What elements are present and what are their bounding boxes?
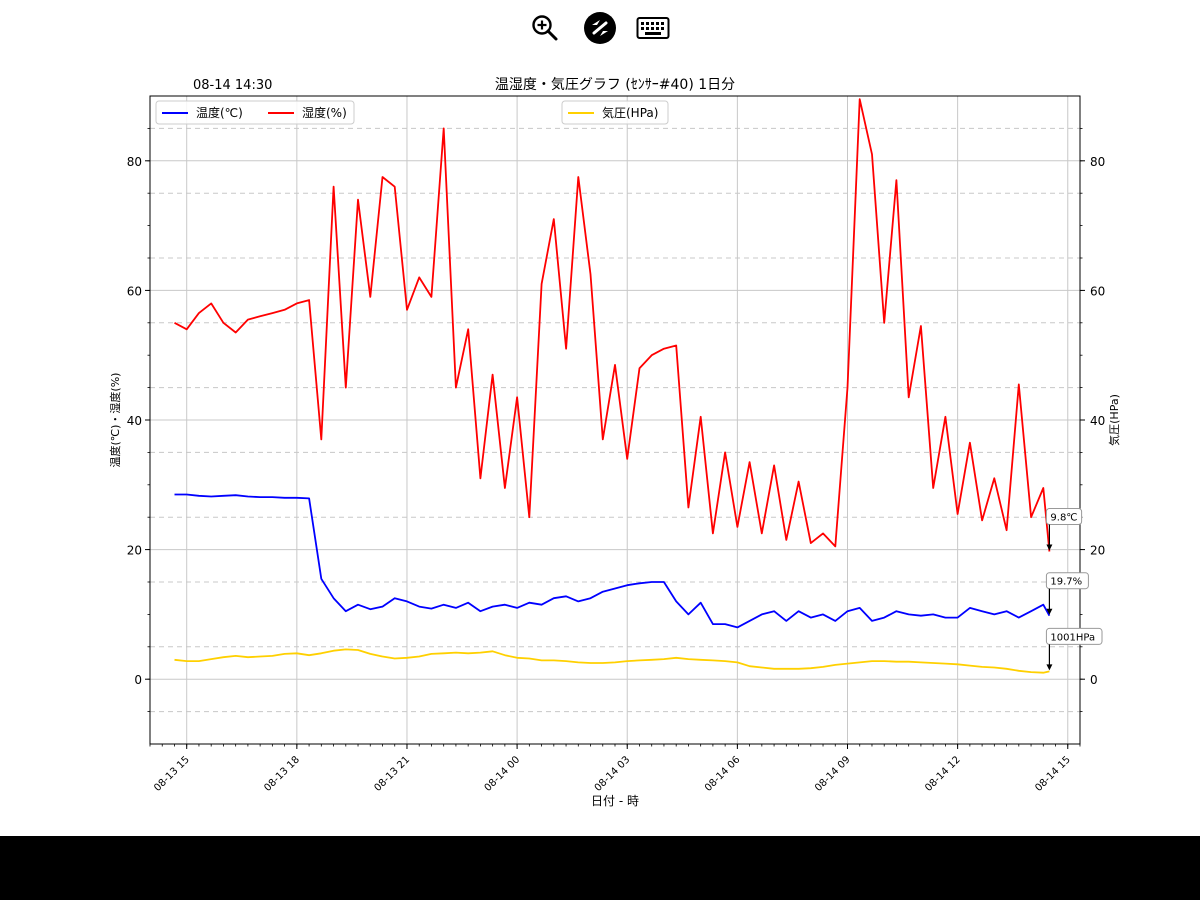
legend-label-humidity: 湿度(%) — [302, 105, 347, 120]
keyboard-button[interactable] — [635, 10, 671, 46]
temperature-line — [174, 493, 1051, 629]
y-tick-label-right: 0 — [1090, 673, 1098, 687]
annotation-arrow-head — [1046, 664, 1053, 671]
keyboard-icon — [636, 17, 670, 39]
x-tick-label: 08-13 15 — [152, 754, 192, 794]
viewer-toolbar — [0, 0, 1200, 60]
y-tick-label-left: 60 — [127, 284, 142, 298]
x-tick-label: 08-13 21 — [373, 754, 413, 794]
bottom-bar — [0, 836, 1200, 900]
plot-frame — [149, 95, 1081, 745]
annotation-arrow-head — [1046, 608, 1053, 615]
y-tick-label-left: 0 — [134, 673, 142, 687]
y-axis-label-left: 温度(℃)・湿度(%) — [108, 373, 122, 468]
legend-right-box — [561, 100, 669, 125]
y-tick-label-right: 40 — [1090, 414, 1105, 428]
x-tick-label: 08-14 00 — [483, 754, 523, 794]
y-tick-label-left: 20 — [127, 544, 142, 558]
y-tick-label-right: 80 — [1090, 155, 1105, 169]
annotation-label: 9.8℃ — [1050, 513, 1077, 524]
annotation-box — [1045, 627, 1103, 645]
legend-label-temperature: 温度(℃) — [196, 105, 243, 120]
chart-timestamp: 08-14 14:30 — [193, 78, 272, 93]
annotation-arrow-head — [1046, 544, 1053, 551]
y-tick-label-left: 40 — [127, 414, 142, 428]
legend-left-box — [155, 100, 355, 125]
legend-label-pressure: 気圧(HPa) — [602, 105, 658, 120]
annotation-box — [1045, 572, 1089, 590]
x-axis-label: 日付 - 時 — [591, 794, 639, 808]
x-tick-label: 08-14 12 — [923, 754, 963, 794]
humidity-line — [174, 98, 1051, 552]
x-tick-label: 08-14 09 — [813, 754, 853, 794]
y-tick-label-right: 20 — [1090, 544, 1105, 558]
y-tick-label-left: 80 — [127, 155, 142, 169]
y-tick-label-right: 60 — [1090, 284, 1105, 298]
environment-chart: 08-13 15 08-13 18 08-13 21 08-14 00 08-14 03… — [108, 77, 1121, 808]
x-tick-label: 08-14 03 — [593, 754, 633, 794]
y-axis-label-right: 気圧(HPa) — [1107, 394, 1121, 446]
pressure-line — [174, 648, 1050, 674]
zoom-in-icon — [532, 15, 558, 41]
x-tick-label: 08-14 06 — [703, 754, 743, 794]
remote-desktop-icon — [584, 12, 616, 44]
annotation-label: 19.7% — [1050, 577, 1082, 588]
chart-title: 温湿度・気圧グラフ (ｾﾝｻｰ#40) 1日分 — [495, 77, 735, 93]
x-tick-label: 08-14 15 — [1033, 754, 1073, 794]
annotation-label: 1001HPa — [1050, 632, 1095, 643]
annotation-box — [1045, 508, 1083, 526]
x-tick-label: 08-13 18 — [262, 754, 302, 794]
zoom-in-button[interactable] — [527, 10, 563, 46]
remote-desktop-button[interactable] — [582, 10, 618, 46]
